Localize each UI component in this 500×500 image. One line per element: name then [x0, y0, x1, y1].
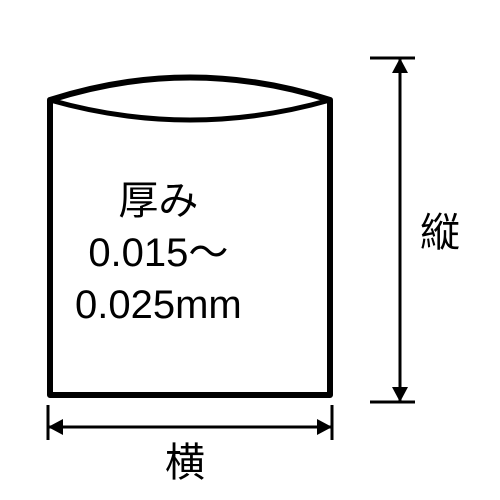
horizontal-dimension-label: 横	[165, 430, 205, 488]
diagram-container: 厚み 0.015〜 0.025mm 縦 横	[0, 0, 500, 500]
thickness-value-text: 0.025mm	[75, 279, 242, 331]
vertical-dimension-line	[370, 55, 420, 405]
vertical-dimension-label: 縦	[420, 200, 460, 258]
thickness-range-text: 0.015〜	[75, 227, 242, 279]
thickness-label-text: 厚み	[75, 175, 242, 227]
thickness-label: 厚み 0.015〜 0.025mm	[75, 175, 242, 331]
